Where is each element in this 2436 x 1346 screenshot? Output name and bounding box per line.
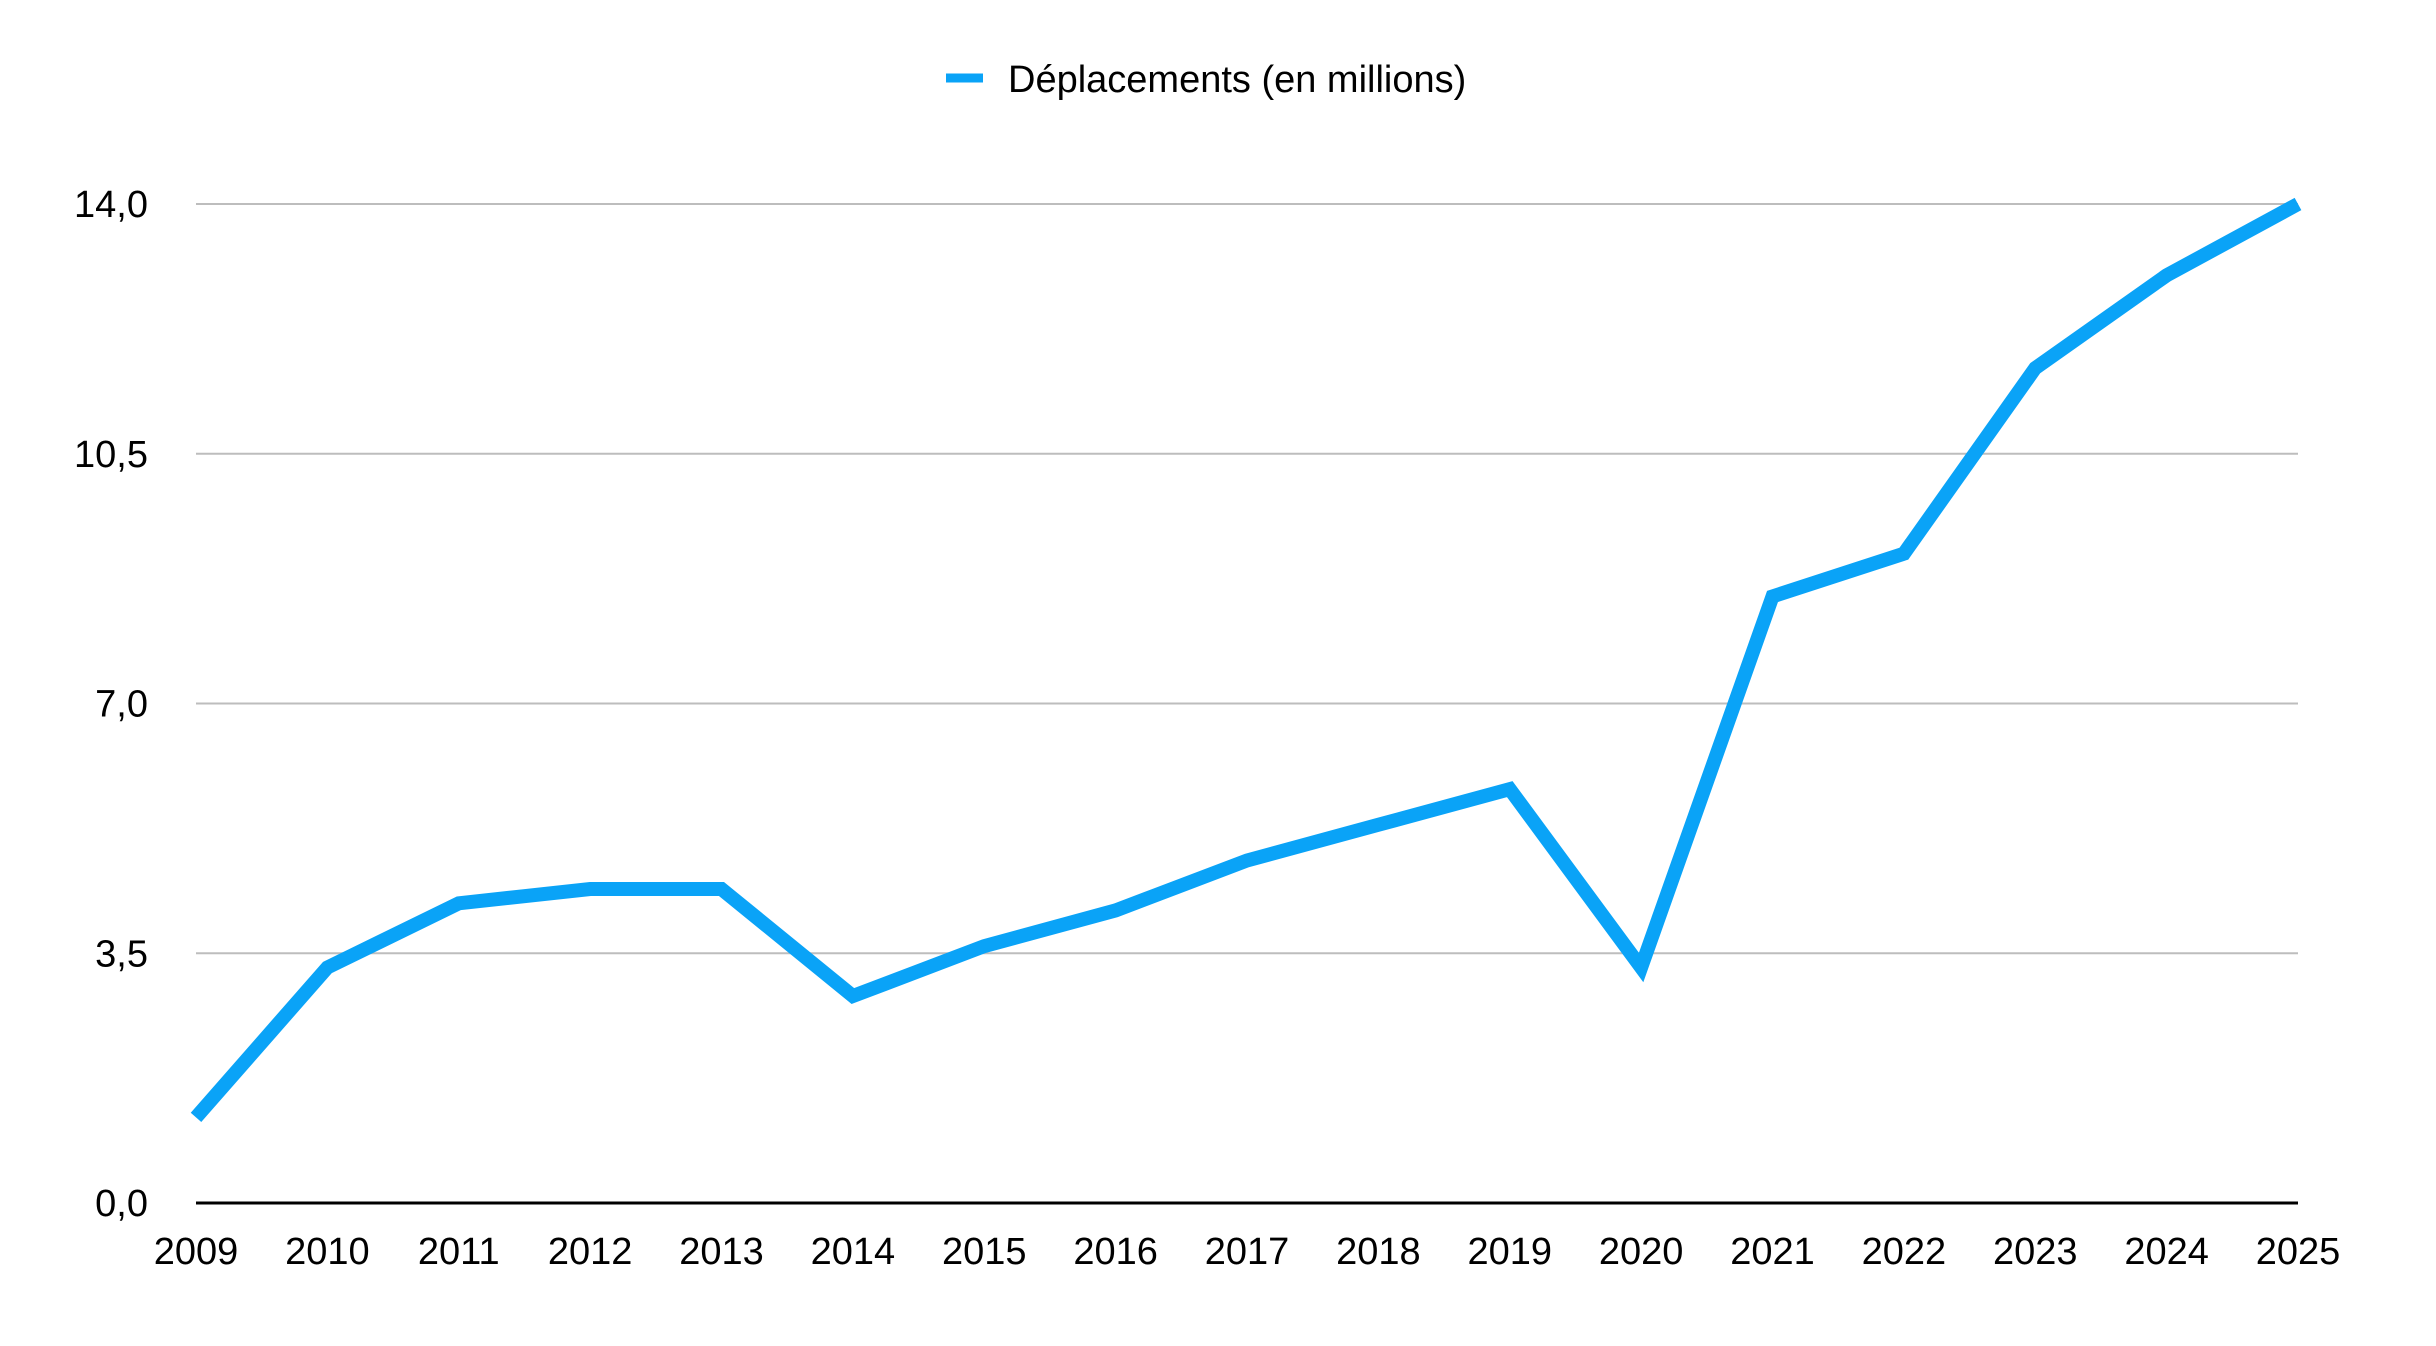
x-tick-label: 2016: [1073, 1231, 1158, 1273]
y-tick-label: 0,0: [95, 1183, 148, 1225]
legend-label: Déplacements (en millions): [1008, 59, 1466, 101]
series-group: [190, 197, 2302, 1122]
x-axis: 2009 2010 2011 2012 2013 2014 2015 2016 2017 2018…: [154, 1201, 2341, 1273]
x-tick-label: 2024: [2124, 1231, 2209, 1273]
x-tick-label: 2014: [811, 1231, 896, 1273]
y-tick-label: 14,0: [74, 184, 148, 226]
x-tick-label: 2023: [1993, 1231, 2078, 1273]
x-tick-label: 2022: [1862, 1231, 1947, 1273]
x-tick-label: 2018: [1336, 1231, 1421, 1273]
x-tick-label: 2015: [942, 1231, 1027, 1273]
x-tick-label: 2019: [1467, 1231, 1552, 1273]
x-tick-label: 2017: [1205, 1231, 1290, 1273]
y-axis: 0,0 3,5 7,0 10,5 14,0: [74, 184, 148, 1225]
gridlines: [196, 203, 2298, 955]
x-tick-label: 2025: [2256, 1231, 2341, 1273]
series-line: [190, 197, 2302, 1122]
x-tick-label: 2021: [1730, 1231, 1815, 1273]
x-tick-label: 2013: [679, 1231, 764, 1273]
x-tick-label: 2012: [548, 1231, 633, 1273]
y-tick-label: 10,5: [74, 434, 148, 476]
legend: Déplacements (en millions): [946, 59, 1466, 101]
x-tick-label: 2020: [1599, 1231, 1684, 1273]
y-tick-label: 7,0: [95, 684, 148, 726]
x-tick-label: 2011: [418, 1231, 500, 1273]
x-tick-label: 2009: [154, 1231, 239, 1273]
y-tick-label: 3,5: [95, 933, 148, 975]
x-tick-label: 2010: [285, 1231, 370, 1273]
